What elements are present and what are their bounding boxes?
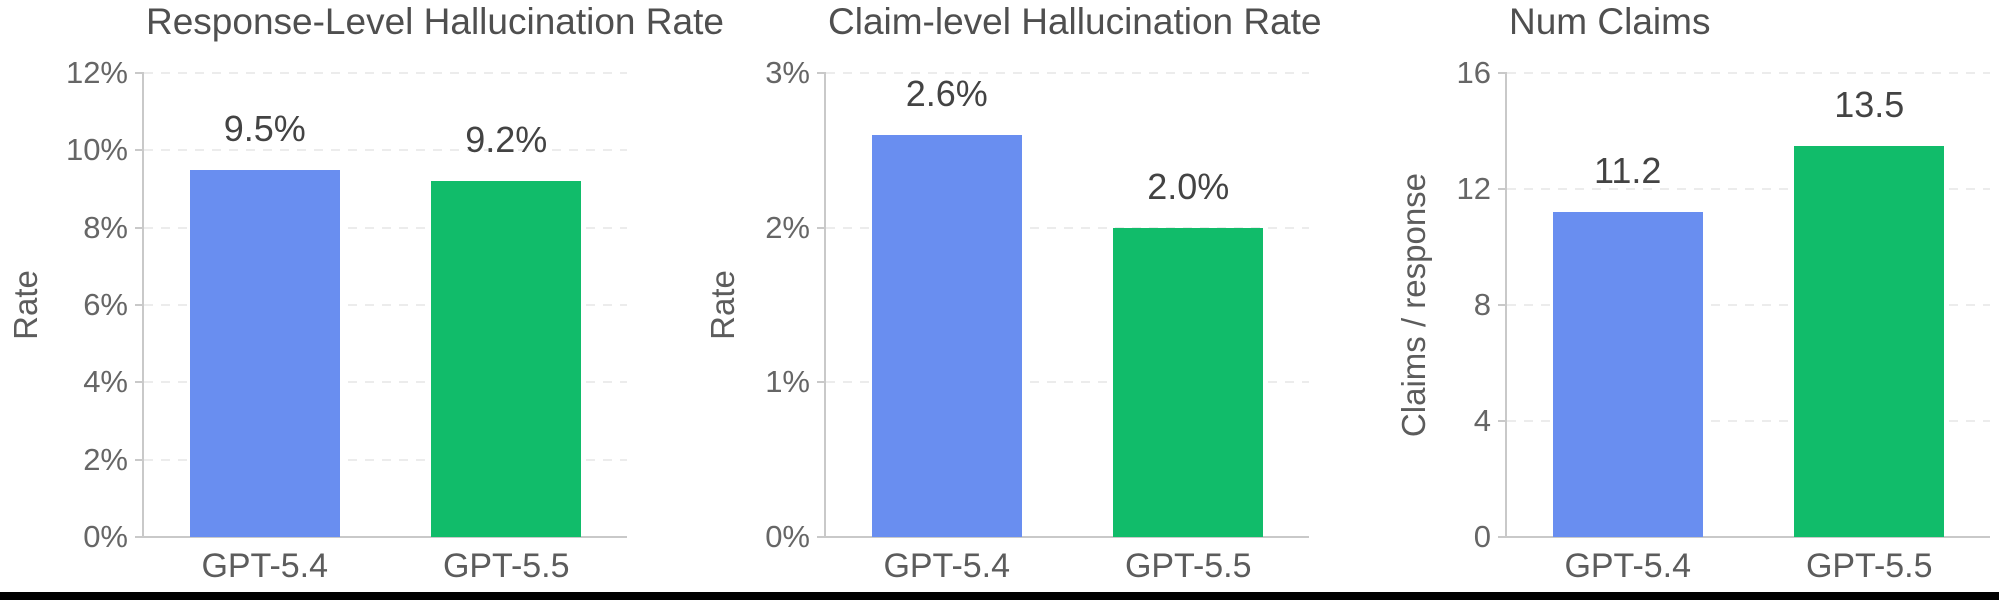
y-tick-label: 0 xyxy=(1473,519,1491,554)
y-gridline xyxy=(144,226,627,229)
x-tick-label-gpt-5-5: GPT-5.5 xyxy=(442,547,570,585)
y-tick-label: 0% xyxy=(765,519,810,554)
y-tick-label: 12 xyxy=(1456,171,1491,206)
chart-title: Num Claims xyxy=(1509,1,1711,42)
x-tick-label-gpt-5-4: GPT-5.4 xyxy=(883,547,1011,585)
bar-gpt-5-5 xyxy=(1794,145,1945,537)
y-tick-mark xyxy=(817,72,826,74)
x-axis-line xyxy=(142,536,627,538)
y-tick-label: 4 xyxy=(1473,403,1491,438)
bar-value-label-gpt-5-4: 2.6% xyxy=(905,72,988,114)
y-gridline xyxy=(1507,420,1990,422)
y-tick-label: 1% xyxy=(765,364,810,400)
y-tick-mark xyxy=(1498,72,1507,74)
y-gridline xyxy=(826,72,1309,74)
y-tick-mark xyxy=(135,226,144,229)
y-axis-line xyxy=(824,73,826,537)
y-gridline xyxy=(144,304,627,306)
y-gridline xyxy=(144,381,627,384)
y-tick-mark xyxy=(1498,188,1507,190)
y-gridline xyxy=(826,226,1309,229)
x-tick-label-gpt-5-5: GPT-5.5 xyxy=(1805,547,1933,585)
y-tick-mark xyxy=(135,458,144,461)
y-tick-mark xyxy=(1498,536,1507,538)
y-tick-label: 0% xyxy=(83,519,128,554)
y-axis-label: Rate xyxy=(7,270,44,340)
y-tick-mark xyxy=(135,72,144,74)
y-tick-mark xyxy=(1498,420,1507,422)
y-tick-label: 8 xyxy=(1473,287,1491,322)
y-gridline xyxy=(1507,188,1990,190)
y-gridline xyxy=(144,72,627,74)
y-tick-mark xyxy=(135,304,144,306)
y-tick-label: 4% xyxy=(83,364,128,400)
chart-title: Claim-level Hallucination Rate xyxy=(828,1,1322,42)
y-tick-label: 8% xyxy=(83,209,128,245)
bottom-border-bar xyxy=(0,592,1999,600)
y-tick-mark xyxy=(817,381,826,384)
y-tick-mark xyxy=(135,149,144,152)
y-tick-label: 3% xyxy=(765,55,810,90)
x-axis-line xyxy=(824,536,1309,538)
y-tick-label: 10% xyxy=(65,132,128,168)
y-tick-mark xyxy=(135,536,144,538)
y-tick-label: 6% xyxy=(83,287,128,322)
y-tick-mark xyxy=(1498,304,1507,306)
x-tick-label-gpt-5-4: GPT-5.4 xyxy=(1564,547,1692,585)
y-axis-label: Rate xyxy=(704,270,741,340)
y-tick-label: 2% xyxy=(83,441,128,477)
y-tick-mark xyxy=(817,226,826,229)
y-axis-label: Claims / response xyxy=(1395,172,1432,438)
bar-value-label-gpt-5-5: 9.2% xyxy=(465,119,548,161)
y-gridline xyxy=(144,458,627,461)
bar-value-label-gpt-5-5: 2.0% xyxy=(1147,165,1230,207)
bar-gpt-5-4 xyxy=(189,169,340,537)
bar-value-label-gpt-5-5: 13.5 xyxy=(1834,83,1905,125)
y-tick-label: 16 xyxy=(1456,55,1491,90)
y-gridline xyxy=(1507,304,1990,306)
bar-gpt-5-5 xyxy=(1113,227,1264,537)
bar-gpt-5-5 xyxy=(431,181,582,537)
chart-title: Response-Level Hallucination Rate xyxy=(146,1,724,42)
y-axis-line xyxy=(1505,73,1507,537)
y-axis-line xyxy=(142,73,144,537)
y-gridline xyxy=(826,381,1309,384)
y-gridline xyxy=(1507,72,1990,74)
y-tick-mark xyxy=(135,381,144,384)
bar-gpt-5-4 xyxy=(871,134,1022,537)
bar-value-label-gpt-5-4: 9.5% xyxy=(223,107,306,149)
bar-value-label-gpt-5-4: 11.2 xyxy=(1594,150,1662,192)
x-tick-label-gpt-5-4: GPT-5.4 xyxy=(201,547,329,585)
y-gridline xyxy=(144,149,627,152)
x-axis-line xyxy=(1505,536,1990,538)
y-tick-label: 2% xyxy=(765,209,810,245)
y-tick-mark xyxy=(817,536,826,538)
y-tick-label: 12% xyxy=(65,55,128,90)
x-tick-label-gpt-5-5: GPT-5.5 xyxy=(1124,547,1252,585)
bar-gpt-5-4 xyxy=(1552,212,1703,537)
